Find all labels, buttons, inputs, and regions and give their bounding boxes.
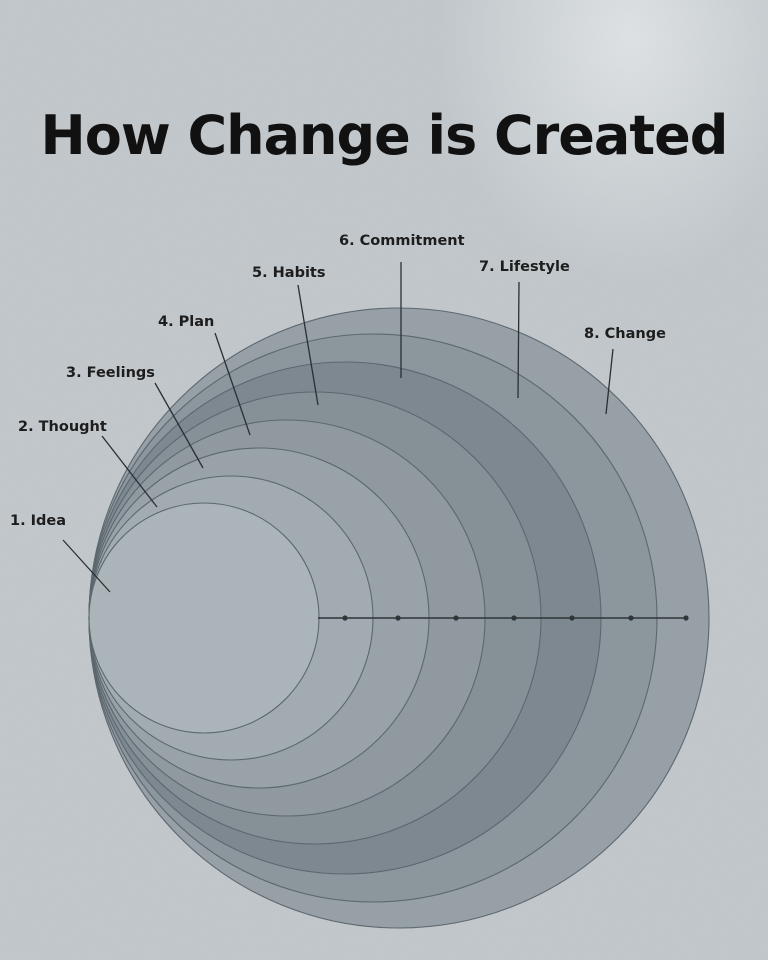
- leader-line-4: [214, 332, 251, 436]
- leader-line-5: [297, 284, 319, 406]
- axis-dot-4: [511, 615, 517, 621]
- stage-label-5: 5. Habits: [252, 265, 325, 281]
- stage-label-1: 1. Idea: [10, 513, 66, 529]
- radius-axis: [318, 615, 689, 621]
- stage-label-3: 3. Feelings: [66, 365, 155, 381]
- axis-dot-3: [453, 615, 459, 621]
- stage-label-4: 4. Plan: [158, 314, 214, 330]
- leader-line-8: [605, 348, 614, 415]
- leader-lines: [62, 262, 614, 593]
- leader-line-1: [62, 539, 111, 593]
- stage-labels: 1. Idea 2. Thought 3. Feelings 4. Plan 5. Ha…: [10, 233, 666, 529]
- axis-dot-2: [395, 615, 401, 621]
- stage-label-2: 2. Thought: [18, 419, 107, 435]
- axis-dot-6: [628, 615, 634, 621]
- page-title: How Change is Created: [40, 104, 729, 167]
- stage-label-8: 8. Change: [584, 326, 666, 342]
- stage-circle-1: [88, 502, 320, 734]
- axis-dot-7: [683, 615, 689, 621]
- leader-line-2: [101, 435, 158, 508]
- leader-line-3: [154, 382, 204, 469]
- stage-label-6: 6. Commitment: [339, 233, 465, 249]
- axis-dot-5: [569, 615, 575, 621]
- axis-dot-1: [342, 615, 348, 621]
- leader-line-7: [517, 281, 520, 399]
- stage-label-7: 7. Lifestyle: [479, 259, 570, 275]
